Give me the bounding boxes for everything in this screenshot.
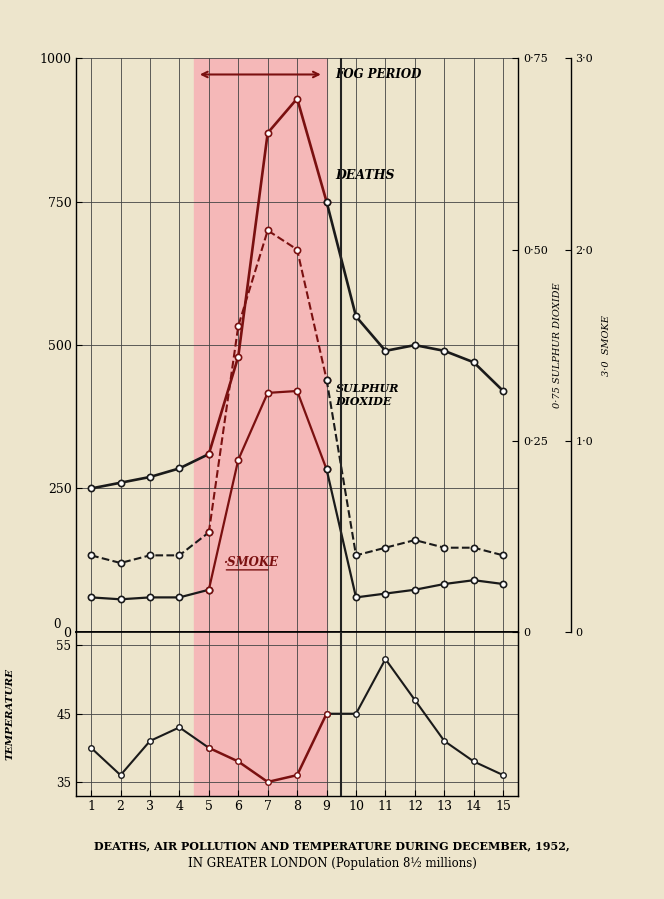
- Text: FOG PERIOD: FOG PERIOD: [335, 68, 422, 81]
- Text: DEATHS: DEATHS: [335, 169, 395, 182]
- Text: ·SMOKE: ·SMOKE: [224, 556, 279, 569]
- Bar: [194, 58, 327, 632]
- Text: SULPHUR
DIOXIDE: SULPHUR DIOXIDE: [335, 383, 399, 407]
- Y-axis label: 0·75 SULPHUR DIOXIDE: 0·75 SULPHUR DIOXIDE: [553, 282, 562, 408]
- Text: DEATHS, AIR POLLUTION AND TEMPERATURE DURING DECEMBER, 1952,: DEATHS, AIR POLLUTION AND TEMPERATURE DU…: [94, 841, 570, 851]
- Text: IN GREATER LONDON (Population 8½ millions): IN GREATER LONDON (Population 8½ million…: [187, 857, 477, 869]
- Y-axis label: TEMPERATURE: TEMPERATURE: [6, 668, 15, 760]
- Bar: [194, 632, 327, 796]
- Text: 0: 0: [54, 619, 61, 631]
- Y-axis label: 3·0  SMOKE: 3·0 SMOKE: [602, 315, 611, 376]
